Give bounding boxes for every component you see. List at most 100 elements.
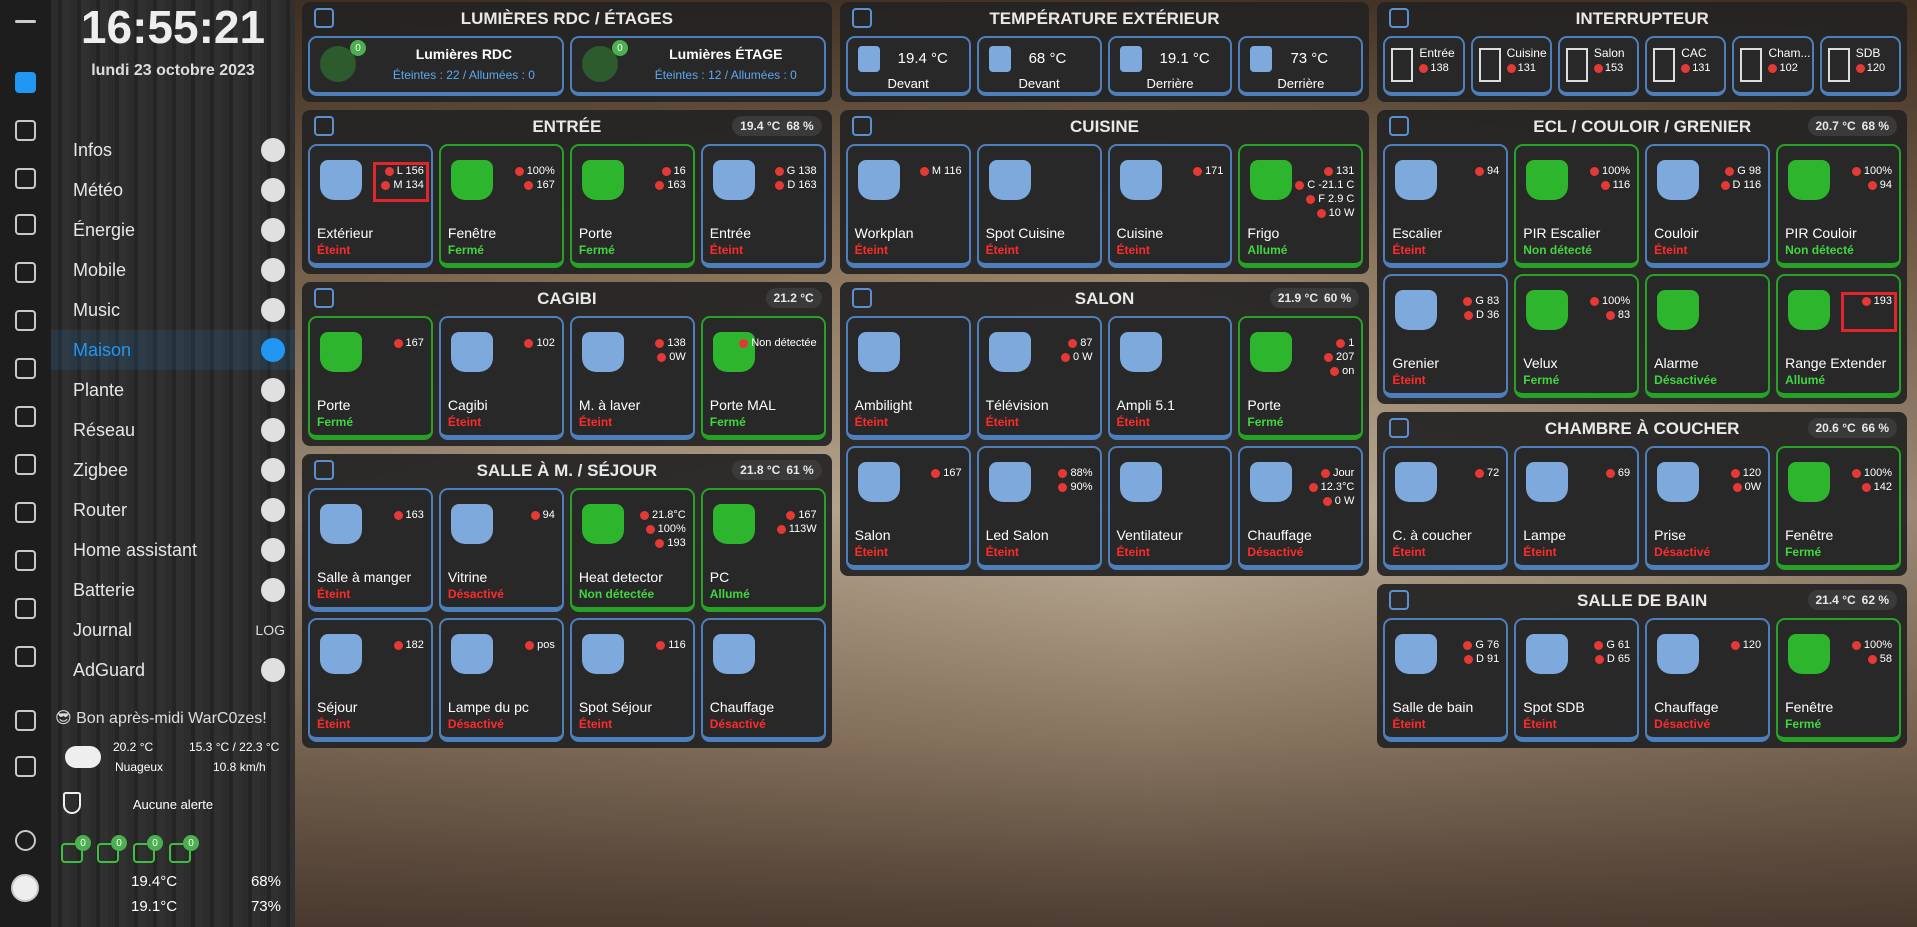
device-card[interactable]: 87 0 W Télévision Éteint <box>976 316 1102 440</box>
top-card[interactable]: 0 Lumières ÉTAGE Éteintes : 12 / Allumées … <box>569 36 826 96</box>
menu-item[interactable]: AdGuard <box>51 650 295 690</box>
device-info: 100% 94 <box>1851 164 1892 192</box>
menu-item[interactable]: Énergie <box>51 210 295 250</box>
device-card[interactable]: 100% 83 Velux Fermé <box>1514 274 1640 398</box>
device-card[interactable]: Non détectée Porte MAL Fermé <box>700 316 826 440</box>
device-card[interactable]: 171 Cuisine Éteint <box>1107 144 1233 268</box>
info-text: 100% <box>526 165 555 177</box>
device-name: Escalier <box>1392 225 1443 241</box>
device-card[interactable]: G 98 D 116 Couloir Éteint <box>1645 144 1771 268</box>
info-icon <box>1725 166 1735 176</box>
device-card[interactable]: 131 C -21.1 C F 2.9 C 10 W Frigo Allumé <box>1238 144 1364 268</box>
device-card[interactable]: 100% 58 Fenêtre Fermé <box>1776 618 1902 742</box>
device-card[interactable]: Jour 12.3°C 0 W Chauffage Désactivé <box>1238 446 1364 570</box>
device-card[interactable]: 102 Cagibi Éteint <box>438 316 564 440</box>
device-card[interactable]: 94 Escalier Éteint <box>1383 144 1509 268</box>
menu-item[interactable]: Router <box>51 490 295 530</box>
device-card[interactable]: pos Lampe du pc Désactivé <box>438 618 564 742</box>
device-card[interactable]: M 116 Workplan Éteint <box>845 144 971 268</box>
device-card[interactable]: Ampli 5.1 Éteint <box>1107 316 1233 440</box>
device-card[interactable]: 167 Porte Fermé <box>308 316 433 440</box>
nav-icon[interactable] <box>15 598 36 619</box>
menu-item[interactable]: Météo <box>51 170 295 210</box>
device-card[interactable]: Ambilight Éteint <box>845 316 971 440</box>
info-line: L 156 <box>381 164 424 178</box>
device-card[interactable]: 69 Lampe Éteint <box>1514 446 1640 570</box>
device-card[interactable]: G 83 D 36 Grenier Éteint <box>1383 274 1509 398</box>
device-card[interactable]: 138 0W M. à laver Éteint <box>569 316 695 440</box>
device-card[interactable]: 16 163 Porte Fermé <box>569 144 695 268</box>
device-card[interactable]: 167 Salon Éteint <box>845 446 971 570</box>
device-card[interactable]: 120 0W Prise Désactivé <box>1645 446 1771 570</box>
nav-icon[interactable] <box>15 646 36 667</box>
menu-item[interactable]: Plante <box>51 370 295 410</box>
nav-icon[interactable] <box>15 710 36 731</box>
info-text: 87 <box>1080 337 1093 349</box>
menu-item[interactable]: Music <box>51 290 295 330</box>
device-card[interactable]: 100% 116 PIR Escalier Non détecté <box>1514 144 1640 268</box>
nav-icon[interactable] <box>15 262 36 283</box>
device-card[interactable]: 100% 167 Fenêtre Fermé <box>438 144 564 268</box>
nav-icon[interactable] <box>15 358 36 379</box>
menu-item[interactable]: Zigbee <box>51 450 295 490</box>
device-card[interactable]: 116 Spot Séjour Éteint <box>569 618 695 742</box>
nav-icon[interactable] <box>15 120 36 141</box>
device-card[interactable]: L 156 M 134 Extérieur Éteint <box>308 144 433 268</box>
device-card[interactable]: 182 Séjour Éteint <box>308 618 433 742</box>
notifications-icon[interactable] <box>15 830 36 851</box>
device-card[interactable]: Ventilateur Éteint <box>1107 446 1233 570</box>
nav-icon[interactable] <box>15 502 36 523</box>
nav-icon[interactable] <box>15 550 36 571</box>
device-card[interactable]: 88% 90% Led Salon Éteint <box>976 446 1102 570</box>
top-card[interactable]: Entrée 138 <box>1383 36 1465 96</box>
device-card[interactable]: Alarme Désactivée <box>1645 274 1771 398</box>
nav-icon[interactable] <box>15 214 36 235</box>
device-card[interactable]: 167 113W PC Allumé <box>700 488 826 612</box>
device-card[interactable]: 1 207 on Porte Fermé <box>1238 316 1364 440</box>
menu-item[interactable]: Mobile <box>51 250 295 290</box>
device-card[interactable]: G 76 D 91 Salle de bain Éteint <box>1383 618 1509 742</box>
menu-item[interactable]: Batterie <box>51 570 295 610</box>
settings-icon[interactable] <box>15 756 36 777</box>
top-card[interactable]: Cham... 102 <box>1732 36 1814 96</box>
top-card[interactable]: 19.1 °C Derrière <box>1107 36 1233 96</box>
device-icon <box>1788 634 1831 674</box>
info-line: 163 <box>393 508 424 522</box>
device-card[interactable]: G 61 D 65 Spot SDB Éteint <box>1514 618 1640 742</box>
device-card[interactable]: Chauffage Désactivé <box>700 618 826 742</box>
section-header: SALON 21.9 °C 60 % <box>846 282 1364 316</box>
menu-item[interactable]: Réseau <box>51 410 295 450</box>
nav-icon[interactable] <box>15 72 36 93</box>
device-card[interactable]: 100% 94 PIR Couloir Non détecté <box>1776 144 1902 268</box>
top-card[interactable]: 73 °C Derrière <box>1238 36 1364 96</box>
device-card[interactable]: Spot Cuisine Éteint <box>976 144 1102 268</box>
device-card[interactable]: G 138 D 163 Entrée Éteint <box>700 144 826 268</box>
nav-icon[interactable] <box>15 310 36 331</box>
top-card[interactable]: 19.4 °C Devant <box>845 36 971 96</box>
device-card[interactable]: 120 Chauffage Désactivé <box>1645 618 1771 742</box>
avatar[interactable] <box>11 874 39 902</box>
top-card[interactable]: SDB 120 <box>1819 36 1902 96</box>
top-card[interactable]: 0 Lumières RDC Éteintes : 22 / Allumées : … <box>308 36 564 96</box>
device-card[interactable]: 193 Range Extender Allumé <box>1776 274 1902 398</box>
menu-item[interactable]: Infos <box>51 130 295 170</box>
top-card[interactable]: Cuisine 131 <box>1470 36 1552 96</box>
nav-icon[interactable] <box>15 454 36 475</box>
device-icon <box>1657 462 1700 502</box>
device-card[interactable]: 94 Vitrine Désactivé <box>438 488 564 612</box>
device-card[interactable]: 100% 142 Fenêtre Fermé <box>1776 446 1902 570</box>
menu-icon <box>261 578 285 602</box>
menu-item[interactable]: Home assistant <box>51 530 295 570</box>
nav-icon[interactable] <box>15 406 36 427</box>
menu-item[interactable]: Journal LOG <box>51 610 295 650</box>
top-card[interactable]: CAC 131 <box>1645 36 1727 96</box>
menu-icon[interactable] <box>15 20 36 23</box>
nav-icon[interactable] <box>15 168 36 189</box>
top-card[interactable]: Salon 153 <box>1557 36 1640 96</box>
device-card[interactable]: 72 C. à coucher Éteint <box>1383 446 1509 570</box>
menu-item[interactable]: Maison <box>51 330 295 370</box>
device-card[interactable]: 163 Salle à manger Éteint <box>308 488 433 612</box>
section: ENTRÉE 19.4 °C 68 % L 156 M 134 Extérieur Étei… <box>302 110 832 274</box>
device-card[interactable]: 21.8°C 100% 193 Heat detector Non détectée <box>569 488 695 612</box>
top-card[interactable]: 68 °C Devant <box>976 36 1102 96</box>
